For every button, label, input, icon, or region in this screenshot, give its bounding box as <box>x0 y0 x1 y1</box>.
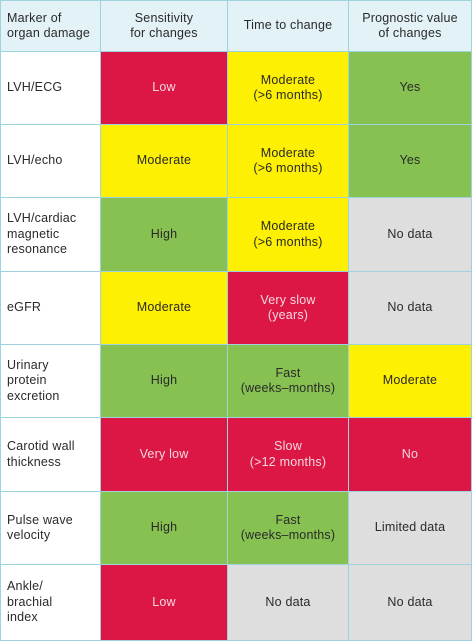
cell-time-to-change: No data <box>228 565 349 641</box>
cell-sensitivity: Low <box>101 52 228 125</box>
cell-time-to-change: Moderate (>6 months) <box>228 125 349 198</box>
cell-sensitivity: High <box>101 492 228 565</box>
cell-time-to-change: Slow (>12 months) <box>228 418 349 492</box>
cell-prognostic-value: Limited data <box>349 492 472 565</box>
cell-time-to-change: Fast (weeks–months) <box>228 492 349 565</box>
header-prognostic-value: Prognostic value of changes <box>349 0 472 52</box>
row-marker-lvh-ecg: LVH/ECG <box>0 52 101 125</box>
cell-sensitivity: Very low <box>101 418 228 492</box>
cell-prognostic-value: Moderate <box>349 345 472 418</box>
row-marker-lvh-cmr: LVH/cardiac magnetic resonance <box>0 198 101 272</box>
cell-time-to-change: Fast (weeks–months) <box>228 345 349 418</box>
cell-prognostic-value: No data <box>349 565 472 641</box>
cell-time-to-change: Very slow (years) <box>228 272 349 345</box>
row-marker-ankle-brachial: Ankle/ brachial index <box>0 565 101 641</box>
row-marker-pulse-wave: Pulse wave velocity <box>0 492 101 565</box>
header-marker: Marker of organ damage <box>0 0 101 52</box>
header-time-to-change: Time to change <box>228 0 349 52</box>
cell-prognostic-value: No data <box>349 272 472 345</box>
cell-time-to-change: Moderate (>6 months) <box>228 52 349 125</box>
cell-sensitivity: Moderate <box>101 272 228 345</box>
row-marker-egfr: eGFR <box>0 272 101 345</box>
cell-sensitivity: High <box>101 345 228 418</box>
cell-sensitivity: Low <box>101 565 228 641</box>
cell-sensitivity: High <box>101 198 228 272</box>
cell-prognostic-value: Yes <box>349 52 472 125</box>
cell-prognostic-value: No data <box>349 198 472 272</box>
row-marker-carotid-wall: Carotid wall thickness <box>0 418 101 492</box>
row-marker-lvh-echo: LVH/echo <box>0 125 101 198</box>
cell-time-to-change: Moderate (>6 months) <box>228 198 349 272</box>
header-sensitivity: Sensitivity for changes <box>101 0 228 52</box>
row-marker-urinary-protein: Urinary protein excretion <box>0 345 101 418</box>
cell-prognostic-value: No <box>349 418 472 492</box>
cell-prognostic-value: Yes <box>349 125 472 198</box>
cell-sensitivity: Moderate <box>101 125 228 198</box>
